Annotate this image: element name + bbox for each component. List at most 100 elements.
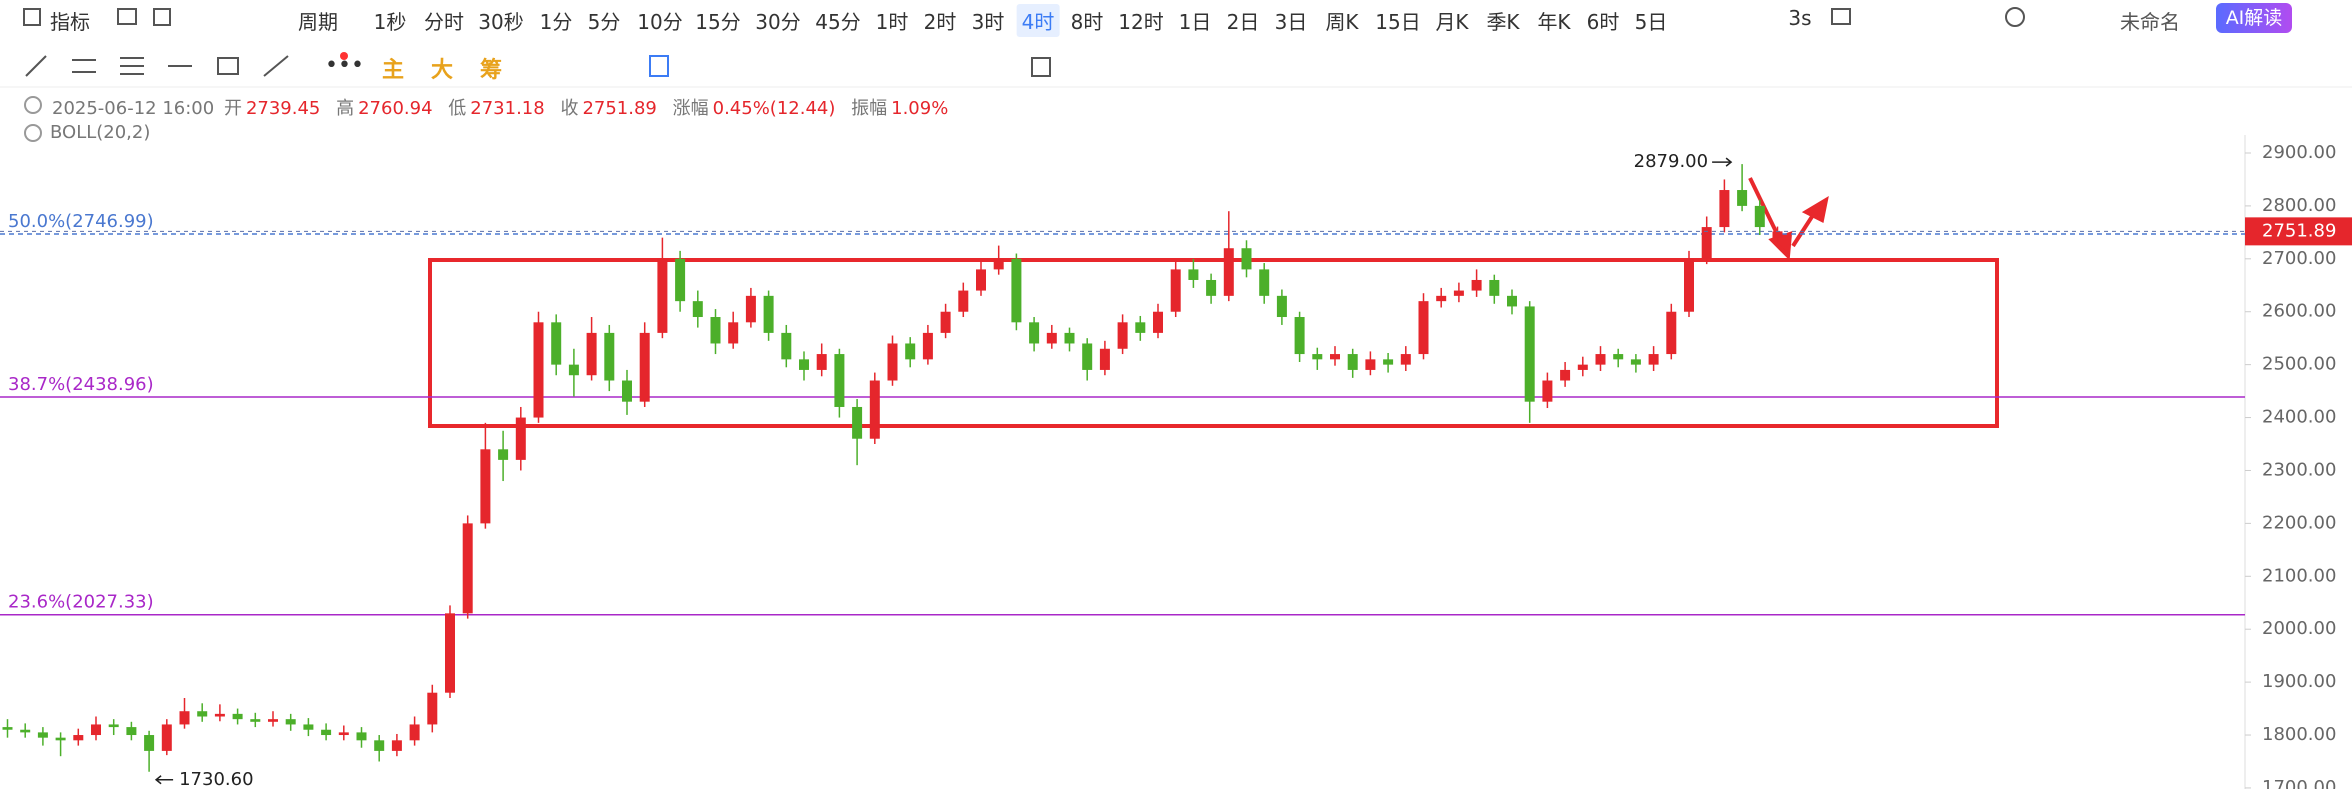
y-tick-label: 2000.00 [2262, 618, 2336, 639]
interval-button[interactable]: 分时 [424, 10, 464, 34]
candle-body [1471, 279, 1482, 291]
candle-body [391, 740, 402, 751]
candle-body [126, 727, 137, 736]
interval-button[interactable]: 30秒 [478, 10, 524, 34]
candle-body [1754, 205, 1765, 228]
tool-button[interactable]: 筹 [480, 58, 503, 83]
interval-button[interactable]: 2时 [923, 10, 957, 34]
layout-name[interactable]: 未命名 [2120, 10, 2180, 34]
candle-body [1648, 354, 1659, 365]
candle-body [1595, 354, 1606, 365]
candle-body [639, 332, 650, 402]
candle-body [55, 737, 66, 741]
high-label: 高 [336, 98, 355, 119]
close-label: 收 [560, 98, 579, 119]
candle-body [1241, 248, 1252, 270]
candle-body [551, 322, 562, 365]
candle-body [1737, 190, 1748, 206]
candle-body [2, 727, 13, 730]
interval-button[interactable]: 3时 [971, 10, 1005, 34]
interval-button[interactable]: 45分 [815, 10, 861, 34]
ai-button[interactable]: AI解读 [2216, 3, 2292, 33]
low-value: 2731.18 [470, 98, 545, 119]
candle-body [427, 692, 438, 725]
candle-body [108, 724, 119, 728]
interval-button[interactable]: 3日 [1274, 10, 1308, 34]
candle-body [1383, 359, 1394, 365]
candle-body [657, 258, 668, 333]
interval-button[interactable]: 周K [1325, 10, 1359, 34]
refresh-button[interactable]: 3s [1788, 6, 1812, 30]
candle-body [1223, 248, 1234, 296]
candle-body [1365, 359, 1376, 370]
candle-body [834, 354, 845, 407]
y-tick-label: 2400.00 [2262, 407, 2336, 428]
interval-button[interactable]: 1时 [875, 10, 909, 34]
candle-body [1436, 295, 1447, 302]
candle-body [498, 449, 509, 460]
interval-button[interactable]: 12时 [1118, 10, 1164, 34]
indicator-button[interactable]: 指标 [50, 10, 90, 34]
y-tick-label: 2500.00 [2262, 354, 2336, 375]
candle-body [338, 732, 349, 736]
tool-button[interactable]: 主 [382, 58, 405, 83]
candle-body [622, 380, 632, 402]
candle-body [445, 613, 455, 693]
candle-body [852, 406, 863, 439]
candle-body [799, 359, 809, 370]
fib-label: 23.6%(2027.33) [8, 592, 154, 613]
amplitude-label: 振幅 [851, 98, 888, 119]
y-tick-label: 2100.00 [2262, 565, 2336, 586]
interval-button[interactable]: 6时 [1586, 10, 1620, 34]
candle-body [1294, 317, 1305, 355]
tool-button[interactable]: 大 [431, 58, 454, 83]
fib-label: 50.0%(2746.99) [8, 211, 154, 232]
candle-body [409, 724, 420, 741]
candle-body [321, 729, 332, 736]
candle-body [745, 295, 756, 323]
candle-body [1489, 279, 1500, 296]
interval-button[interactable]: 4时 [1016, 4, 1060, 37]
candle-body [1259, 269, 1270, 296]
interval-button[interactable]: 30分 [755, 10, 801, 34]
datetime: 2025-06-12 16:00 [52, 98, 215, 119]
candle-body [533, 322, 544, 418]
min-label: 1730.60 [179, 769, 253, 789]
low-label: 低 [448, 98, 467, 119]
min-arrowhead [154, 775, 162, 785]
interval-button[interactable]: 1秒 [373, 10, 407, 34]
candle-body [214, 713, 225, 717]
candle-body [1082, 343, 1093, 370]
candle-body [179, 711, 190, 725]
interval-button[interactable]: 1分 [539, 10, 573, 34]
max-arrowhead [1725, 157, 1733, 167]
interval-button[interactable]: 15日 [1375, 10, 1421, 34]
candle-body [515, 417, 526, 460]
interval-button[interactable]: 季K [1486, 10, 1520, 34]
range-box [428, 258, 1999, 428]
candle-body [1701, 227, 1712, 259]
candle-body [568, 364, 579, 376]
interval-button[interactable]: 10分 [637, 10, 683, 34]
interval-button[interactable]: 2日 [1226, 10, 1260, 34]
interval-button[interactable]: 5分 [587, 10, 621, 34]
interval-button[interactable]: 15分 [695, 10, 741, 34]
candle-body [958, 290, 969, 312]
candle-body [285, 719, 296, 725]
y-tick-label: 2200.00 [2262, 512, 2336, 533]
interval-button[interactable]: 5日 [1634, 10, 1668, 34]
period-button[interactable]: 周期 [298, 10, 338, 34]
interval-button[interactable]: 月K [1435, 10, 1469, 34]
candle-body [1772, 231, 1783, 238]
candle-body [374, 740, 385, 751]
interval-button[interactable]: 8时 [1070, 10, 1104, 34]
candle-body [1188, 269, 1199, 280]
fib-label: 38.7%(2438.96) [8, 374, 154, 395]
interval-button[interactable]: 年K [1537, 10, 1571, 34]
candle-body [462, 523, 473, 614]
candle-body [73, 735, 84, 741]
candle-body [20, 729, 31, 733]
candle-body [1719, 190, 1730, 228]
candle-body [1170, 269, 1181, 312]
interval-button[interactable]: 1日 [1178, 10, 1212, 34]
